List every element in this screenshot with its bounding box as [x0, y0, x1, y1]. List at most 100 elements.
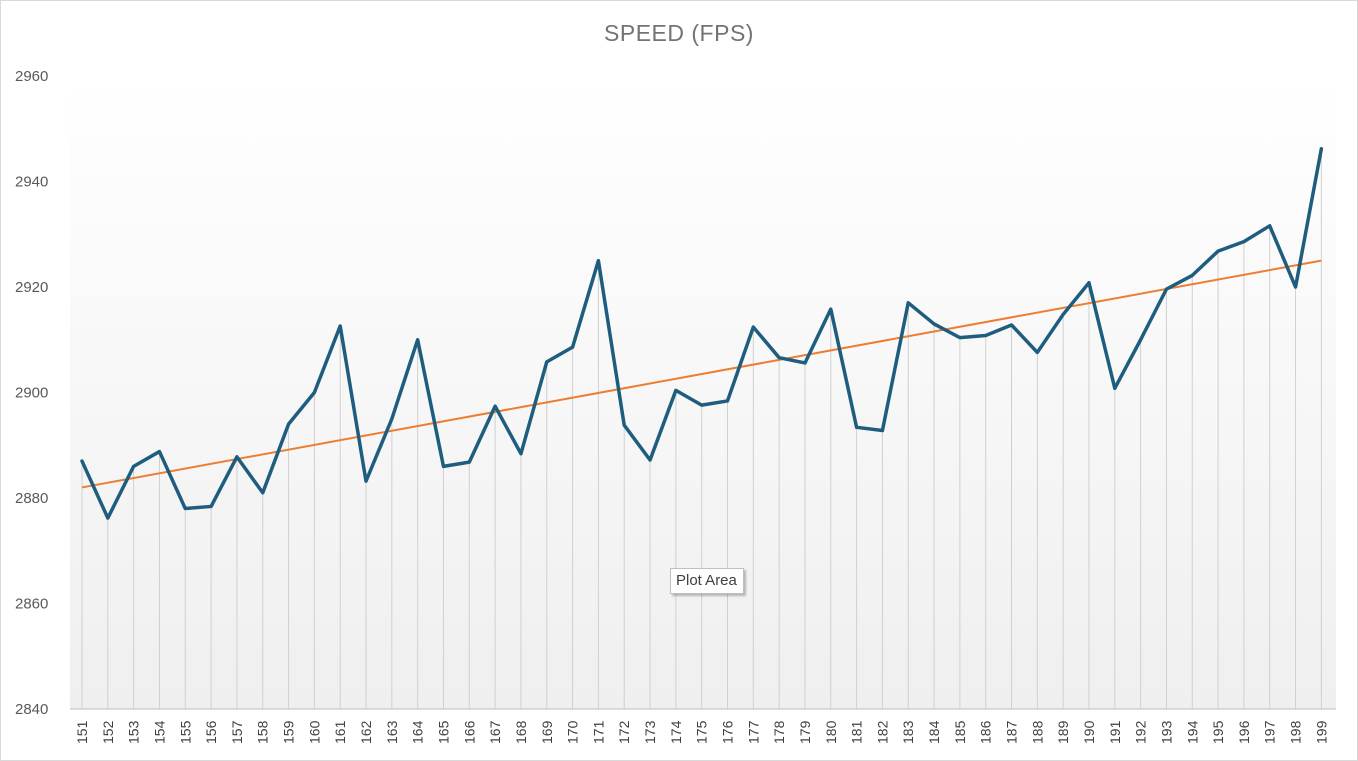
x-tick-label: 183 [900, 720, 916, 744]
data-point[interactable] [751, 325, 755, 329]
x-tick-label: 197 [1262, 720, 1278, 744]
data-point[interactable] [1035, 350, 1039, 354]
data-point[interactable] [596, 259, 600, 263]
x-tick-label: 186 [978, 720, 994, 744]
data-point[interactable] [132, 464, 136, 468]
data-point[interactable] [1242, 240, 1246, 244]
data-point[interactable] [519, 452, 523, 456]
data-point[interactable] [416, 338, 420, 342]
chart-title[interactable]: SPEED (FPS) [604, 20, 754, 46]
x-tick-label: 159 [281, 720, 297, 744]
data-point[interactable] [338, 324, 342, 328]
x-tick-label: 176 [720, 720, 736, 744]
plot-area[interactable] [70, 76, 1336, 709]
data-point[interactable] [287, 422, 291, 426]
data-point[interactable] [80, 459, 84, 463]
x-tick-label: 181 [849, 720, 865, 744]
drop-lines [81, 148, 1322, 709]
linear-trendline[interactable] [81, 259, 1322, 489]
data-point[interactable] [880, 428, 884, 432]
data-point[interactable] [571, 345, 575, 349]
data-point[interactable] [209, 504, 213, 508]
data-point[interactable] [1268, 224, 1272, 228]
x-tick-label: 172 [616, 720, 632, 744]
x-tick-label: 165 [435, 720, 451, 744]
x-tick-label: 199 [1313, 720, 1329, 744]
x-tick-label: 169 [539, 720, 555, 744]
data-point[interactable] [261, 491, 265, 495]
data-point[interactable] [364, 479, 368, 483]
y-tick-label: 2960 [15, 68, 48, 85]
x-tick-label: 166 [461, 720, 477, 744]
data-point[interactable] [1139, 338, 1143, 342]
data-point[interactable] [312, 391, 316, 394]
x-tick-label: 189 [1055, 720, 1071, 744]
data-points [80, 147, 1323, 520]
x-tick-label: 182 [874, 720, 890, 744]
data-point[interactable] [777, 356, 781, 360]
data-point[interactable] [906, 301, 910, 305]
x-tick-label: 184 [926, 720, 942, 744]
x-tick-label: 161 [332, 720, 348, 744]
x-tick-label: 180 [823, 720, 839, 744]
data-point[interactable] [1216, 249, 1220, 253]
x-tick-label: 188 [1029, 720, 1045, 744]
x-tick-label: 177 [745, 720, 761, 744]
y-tick-label: 2860 [15, 596, 48, 613]
x-tick-label: 185 [952, 720, 968, 744]
data-point[interactable] [855, 425, 859, 429]
x-tick-label: 164 [410, 720, 426, 744]
data-point[interactable] [958, 336, 962, 340]
x-tick-label: 156 [203, 720, 219, 744]
x-tick-label: 153 [126, 720, 142, 744]
data-point[interactable] [829, 307, 833, 311]
x-tick-label: 195 [1210, 720, 1226, 744]
data-point[interactable] [648, 458, 652, 462]
data-point[interactable] [1113, 386, 1117, 390]
data-point[interactable] [622, 423, 626, 427]
data-point[interactable] [1061, 312, 1065, 316]
data-point[interactable] [984, 334, 988, 338]
x-tick-label: 173 [642, 720, 658, 744]
data-point[interactable] [932, 322, 936, 326]
data-point[interactable] [545, 360, 549, 364]
y-tick-label: 2900 [15, 385, 48, 402]
data-point[interactable] [803, 361, 807, 365]
data-point[interactable] [674, 388, 678, 392]
data-point[interactable] [726, 399, 729, 403]
x-tick-label: 155 [177, 720, 193, 744]
x-tick-label: 174 [668, 720, 684, 744]
data-point[interactable] [493, 404, 497, 408]
x-tick-label: 170 [565, 720, 581, 744]
data-point[interactable] [700, 403, 704, 407]
x-tick-label: 190 [1081, 720, 1097, 744]
data-point[interactable] [1294, 285, 1298, 289]
x-tick-label: 154 [151, 720, 167, 744]
data-point[interactable] [1087, 281, 1091, 285]
x-tick-label: 167 [487, 720, 503, 744]
data-point[interactable] [390, 417, 394, 421]
data-point[interactable] [441, 464, 445, 468]
x-tick-label: 163 [384, 720, 400, 744]
data-point[interactable] [1164, 287, 1168, 291]
x-tick-label: 151 [74, 720, 90, 744]
data-point[interactable] [467, 460, 471, 464]
x-tick-label: 193 [1158, 720, 1174, 744]
y-tick-label: 2880 [15, 490, 48, 507]
y-tick-label: 2840 [15, 701, 48, 718]
x-tick-label: 192 [1133, 720, 1149, 744]
x-tick-label: 152 [100, 720, 116, 744]
x-tick-label: 162 [358, 720, 374, 744]
data-point[interactable] [183, 507, 187, 511]
x-tick-label: 171 [590, 720, 606, 744]
x-tick-label: 175 [694, 720, 710, 744]
data-point[interactable] [1319, 147, 1323, 151]
data-point[interactable] [235, 455, 239, 459]
data-point[interactable] [1190, 273, 1194, 277]
x-tick-label: 168 [513, 720, 529, 744]
y-axis: 2840 2860 2880 2900 2920 2940 2960 [15, 68, 48, 718]
data-point[interactable] [1010, 323, 1014, 327]
data-point[interactable] [106, 516, 110, 520]
data-point[interactable] [157, 450, 161, 454]
